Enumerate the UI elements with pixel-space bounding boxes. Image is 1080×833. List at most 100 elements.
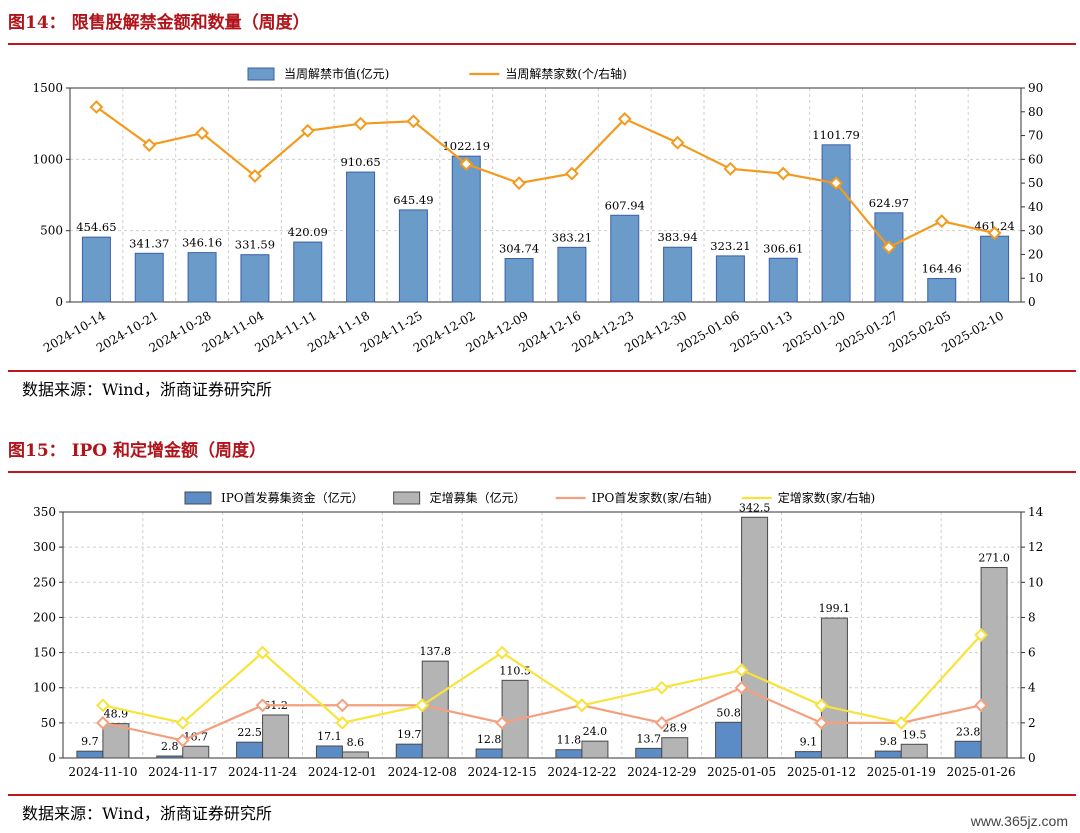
bar xyxy=(794,751,822,759)
line-point xyxy=(335,698,350,713)
line-point xyxy=(575,698,589,713)
line-point xyxy=(96,698,110,713)
line-point xyxy=(495,715,509,730)
data-label: 16.7 xyxy=(184,730,209,743)
bar xyxy=(741,516,769,759)
data-label: 271.0 xyxy=(978,552,1010,565)
bar xyxy=(76,750,104,759)
bar xyxy=(663,246,693,303)
bar xyxy=(927,278,957,303)
x-tick-label: 2025-01-19 xyxy=(867,765,936,779)
line-point xyxy=(495,645,509,660)
x-tick-label: 2024-11-24 xyxy=(228,765,298,779)
data-label: 1022.19 xyxy=(442,139,490,153)
data-label: 454.65 xyxy=(76,220,116,234)
series-line xyxy=(102,686,982,742)
bar xyxy=(293,241,323,303)
y-left-tick-label: 100 xyxy=(33,681,56,695)
line-point xyxy=(974,698,988,713)
figure-2-bottom-rule xyxy=(8,794,1076,796)
line-point xyxy=(89,100,104,114)
y-right-tick-label: 2 xyxy=(1028,716,1036,730)
y-right-tick-label: 10 xyxy=(1028,271,1043,285)
y-right-tick-label: 12 xyxy=(1028,540,1043,554)
bar xyxy=(134,252,164,303)
bar xyxy=(900,743,928,759)
bar xyxy=(475,748,503,759)
data-label: 199.1 xyxy=(819,602,851,615)
line-point xyxy=(142,138,157,152)
figure-2-title: 图15： IPO 和定增金额（周度） xyxy=(8,441,267,461)
legend-label: IPO首发募集资金（亿元） xyxy=(221,490,364,505)
line-point xyxy=(654,680,669,695)
x-tick-label: 2024-11-17 xyxy=(148,765,217,779)
bar xyxy=(81,236,111,303)
bar xyxy=(557,246,587,303)
legend-label: 当周解禁市值(亿元) xyxy=(284,66,389,81)
bar xyxy=(715,721,743,759)
line-point xyxy=(195,126,209,141)
bar xyxy=(504,258,534,303)
line-point xyxy=(406,114,421,129)
x-tick-label: 2024-12-01 xyxy=(308,765,377,779)
bar xyxy=(610,214,640,303)
y-left-tick-label: 300 xyxy=(33,540,56,554)
data-label: 19.5 xyxy=(902,728,927,741)
y-right-tick-label: 8 xyxy=(1028,610,1036,624)
bar xyxy=(980,235,1010,303)
y-right-tick-label: 70 xyxy=(1028,129,1043,143)
bar xyxy=(954,740,982,759)
bar xyxy=(182,745,210,759)
legend-swatch xyxy=(184,491,212,505)
y-left-tick-label: 0 xyxy=(55,295,63,309)
x-tick-label: 2024-12-22 xyxy=(547,765,616,779)
data-label: 17.1 xyxy=(317,730,342,743)
data-label: 11.8 xyxy=(557,734,582,747)
data-label: 12.8 xyxy=(477,733,502,746)
line-point xyxy=(353,116,368,131)
y-left-tick-label: 0 xyxy=(48,751,56,765)
data-label: 645.49 xyxy=(393,193,433,207)
y-right-tick-label: 90 xyxy=(1028,81,1043,95)
y-left-tick-label: 250 xyxy=(33,575,56,589)
line-point xyxy=(974,628,988,642)
data-label: 323.21 xyxy=(710,239,750,253)
bar xyxy=(821,144,851,303)
line-point xyxy=(175,733,190,748)
y-right-tick-label: 80 xyxy=(1028,105,1043,119)
x-tick-label: 2024-11-10 xyxy=(68,765,137,779)
bar xyxy=(240,254,270,303)
unlock-chart: 0 500 1000 1500 0 10 20 30 40 50 60 70 80 90 454.65 341… xyxy=(32,66,1043,355)
ipo-placement-chart: 0 50 100 150 200 250 300 350 0 2 4 6 8 10 12 14 9.7 2.8 22… xyxy=(33,490,1044,779)
y-right-tick-label: 30 xyxy=(1028,224,1043,238)
line-point xyxy=(565,166,579,181)
watermark: www.365jz.com xyxy=(970,813,1068,829)
line-point xyxy=(415,698,430,713)
data-label: 28.9 xyxy=(663,722,688,735)
x-tick-label: 2024-12-29 xyxy=(627,765,696,779)
line-point xyxy=(934,214,949,229)
line-point xyxy=(617,111,632,126)
bar xyxy=(715,255,745,303)
y-left-tick-label: 200 xyxy=(33,610,56,624)
data-label: 137.8 xyxy=(420,645,452,658)
line-point xyxy=(255,698,270,713)
bar xyxy=(980,567,1008,759)
data-label: 48.9 xyxy=(104,708,129,721)
data-label: 23.8 xyxy=(956,725,981,738)
bar xyxy=(874,212,904,303)
bar xyxy=(315,745,343,759)
y-right-tick-label: 60 xyxy=(1028,152,1043,166)
y-left-tick-label: 150 xyxy=(33,646,56,660)
bar xyxy=(555,749,583,759)
bar xyxy=(102,723,130,759)
y-left-tick-label: 1000 xyxy=(32,152,63,166)
line-point xyxy=(723,161,738,176)
figure-1-top-rule xyxy=(8,43,1076,45)
line-point xyxy=(894,715,909,730)
line-point xyxy=(248,169,262,183)
data-label: 19.7 xyxy=(397,728,422,741)
x-tick-label: 2025-01-12 xyxy=(787,765,856,779)
bar xyxy=(661,737,689,759)
line-point xyxy=(734,680,749,695)
